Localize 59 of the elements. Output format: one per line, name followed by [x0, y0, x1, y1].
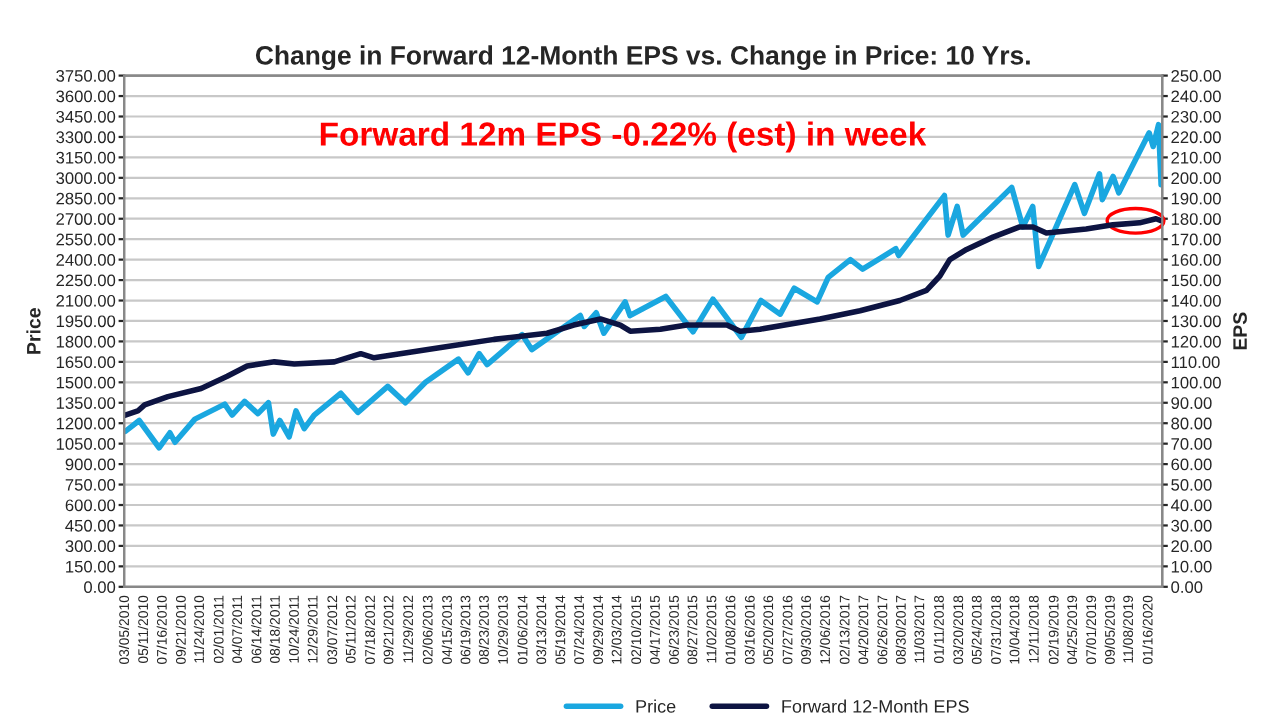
y-tick-label: 750.00	[65, 478, 116, 491]
y2-tick-label: 40.00	[1170, 499, 1212, 512]
y2-tick-label: 80.00	[1171, 417, 1212, 430]
y2-tick-label: 110.00	[1171, 356, 1220, 369]
chart-title: Change in Forward 12-Month EPS vs. Change in Price: 10 Yrs.	[255, 45, 1030, 71]
y2-tick-label: 130.00	[1171, 315, 1221, 328]
y2-tick-label: 90.00	[1171, 397, 1212, 409]
y-tick-label: 1650.00	[56, 356, 116, 369]
y-tick-label: 3000.00	[56, 172, 116, 185]
y2-tick-label: 150.00	[1171, 274, 1221, 287]
y2-tick-label: 220.00	[1171, 131, 1221, 144]
annotation: Forward 12m EPS -0.22% (est) in week	[320, 121, 927, 153]
y2-tick-label: 230.00	[1171, 110, 1221, 123]
y-tick-label: 3600.00	[56, 90, 116, 103]
y2-tick-label: 170.00	[1171, 233, 1221, 246]
y-tick-label: 2850.00	[56, 192, 116, 205]
y-tick-label: 3150.00	[56, 151, 116, 164]
y2-tick-label: 0.00	[1171, 581, 1203, 593]
y2-tick-label: 30.00	[1171, 519, 1212, 532]
legend-label: Forward 12-Month EPS	[782, 699, 969, 713]
line-series	[124, 121, 1163, 451]
y-tick-label: 1500.00	[56, 376, 116, 389]
y-tick-label: 600.00	[65, 499, 116, 512]
y-tick-label: 300.00	[65, 540, 116, 553]
y-tick-label: 3450.00	[56, 110, 116, 123]
y-tick-label: 1350.00	[56, 397, 116, 409]
y2-tick-label: 250.00	[1171, 70, 1221, 82]
y2-tick-label: 240.00	[1171, 90, 1221, 103]
y2-tick-label: 20.00	[1171, 540, 1212, 553]
y-tick-label: 1950.00	[56, 315, 116, 328]
y-axis-title: Price	[26, 308, 41, 354]
y-tick-label: 1050.00	[56, 438, 116, 450]
y-tick-label: 150.00	[66, 560, 116, 573]
y2-tick-label: 50.00	[1171, 478, 1212, 491]
y-tick-label: 2550.00	[56, 233, 116, 246]
y2-tick-label: 10.00	[1171, 560, 1212, 573]
y2-tick-label: 210.00	[1171, 151, 1221, 164]
y-tick-label: 2250.00	[56, 274, 116, 287]
y2-tick-label: 100.00	[1171, 376, 1221, 389]
y2-tick-label: 140.00	[1171, 294, 1221, 307]
y-tick-label: 2400.00	[56, 254, 116, 266]
y-tick-label: 450.00	[65, 519, 116, 532]
y2-tick-label: 200.00	[1171, 172, 1221, 185]
y-tick-label: 1200.00	[56, 417, 116, 430]
y-tick-label: 2100.00	[56, 294, 116, 307]
y-tick-label: 0.00	[84, 581, 116, 593]
y-tick-label: 3300.00	[56, 131, 116, 144]
y2-tick-label: 190.00	[1171, 192, 1221, 205]
y-tick-label: 3750.00	[56, 70, 116, 82]
y2-tick-label: 60.00	[1171, 458, 1212, 471]
y2-tick-label: 180.00	[1171, 213, 1221, 225]
y2-tick-label: 160.00	[1171, 254, 1221, 266]
y-tick-label: 1800.00	[56, 335, 116, 348]
y2-tick-label: 70.00	[1171, 438, 1212, 450]
y2-axis-title: EPS	[1233, 312, 1247, 350]
y-tick-label: 2700.00	[56, 213, 116, 225]
y-tick-label: 900.00	[65, 458, 116, 471]
legend-label: Price	[636, 699, 676, 713]
y2-tick-label: 120.00	[1171, 335, 1221, 348]
